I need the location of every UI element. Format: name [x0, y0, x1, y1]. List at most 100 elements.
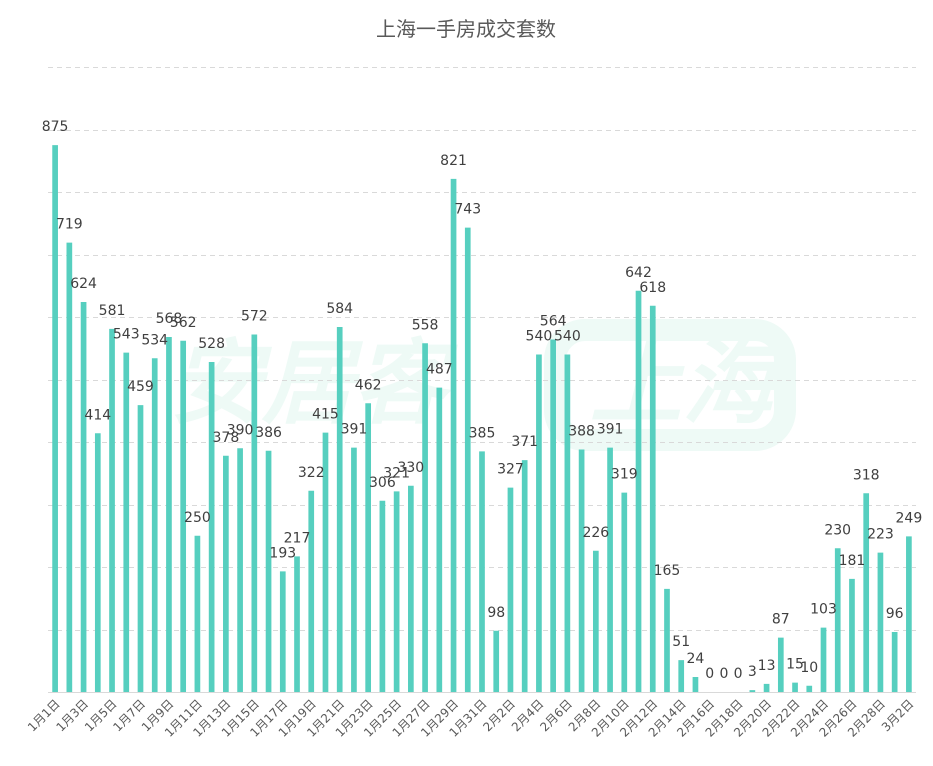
value-label: 181	[839, 553, 866, 569]
bar-1月11日	[194, 535, 201, 692]
value-label: 321	[383, 465, 410, 481]
bar-1月6日	[123, 352, 130, 693]
value-label: 564	[540, 314, 567, 330]
bar-2月10日	[621, 492, 628, 693]
watermark-region-text: 上海	[590, 330, 787, 437]
value-label: 572	[241, 309, 268, 325]
bar-2月12日	[649, 305, 656, 692]
bar-2月24日	[820, 627, 827, 693]
bar-2月25日	[834, 548, 841, 692]
value-label: 3	[748, 664, 757, 680]
value-label: 51	[672, 634, 690, 650]
value-label: 0	[705, 666, 714, 682]
value-label: 96	[886, 606, 904, 622]
bar-2月5日	[550, 339, 556, 692]
value-label: 386	[255, 425, 282, 441]
value-label: 581	[99, 303, 126, 319]
bar-2月26日	[849, 578, 855, 693]
chart-title: 上海一手房成交套数	[376, 17, 556, 41]
value-label: 584	[326, 301, 353, 317]
value-label: 193	[269, 545, 296, 561]
value-label: 821	[440, 153, 467, 169]
value-label: 217	[284, 530, 311, 546]
x-tick-labels: 1月1日1月3日1月5日1月7日1月9日1月11日1月13日1月15日1月17日…	[25, 697, 916, 740]
bar-1月25日	[393, 491, 400, 693]
bar-3月2日	[906, 536, 912, 693]
bar-1月5日	[109, 328, 115, 693]
bar-2月22日	[792, 682, 798, 693]
value-label: 391	[597, 422, 624, 438]
value-label: 568	[156, 311, 183, 327]
value-label: 0	[734, 666, 743, 682]
bar-1月4日	[94, 433, 101, 692]
value-label: 487	[426, 362, 453, 378]
value-label: 165	[654, 563, 681, 579]
value-label: 98	[487, 605, 505, 621]
bar-1月19日	[308, 490, 315, 692]
value-label: 415	[312, 407, 339, 423]
value-label: 327	[497, 462, 524, 478]
watermark: 安居客 上海	[170, 319, 796, 451]
bar-1月21日	[336, 327, 343, 692]
value-label: 875	[42, 119, 69, 135]
value-label: 459	[127, 379, 154, 395]
value-label: 10	[800, 660, 818, 676]
value-label: 226	[582, 525, 609, 541]
bar-1月12日	[208, 362, 215, 692]
bar-1月29日	[450, 178, 457, 693]
value-label: 319	[611, 467, 638, 483]
bar-1月7日	[137, 405, 144, 693]
bar-1月1日	[52, 145, 58, 693]
bar-1月13日	[223, 455, 229, 692]
bar-2月13日	[664, 588, 670, 693]
bar-1月17日	[279, 571, 286, 693]
value-label: 103	[810, 602, 837, 618]
value-label: 543	[113, 327, 140, 343]
bar-2月27日	[863, 493, 870, 692]
bar-1月3日	[80, 302, 87, 692]
bar-1月30日	[464, 227, 471, 693]
bar-1月26日	[408, 485, 414, 692]
value-label: 322	[298, 465, 325, 481]
value-label: 249	[896, 510, 923, 526]
bar-2月3日	[521, 460, 528, 693]
bar-1月8日	[151, 358, 158, 692]
value-label: 719	[56, 217, 83, 233]
value-label: 743	[454, 202, 481, 218]
value-label: 371	[511, 434, 538, 450]
bar-2月4日	[536, 354, 542, 692]
bar-2月20日	[763, 683, 770, 693]
bar-1月16日	[265, 450, 272, 692]
bar-1月22日	[351, 447, 357, 693]
value-label: 378	[213, 430, 240, 446]
bar-2月23日	[806, 685, 813, 692]
bar-1月2日	[66, 242, 73, 693]
bar-2月28日	[877, 552, 884, 693]
value-label: 250	[184, 510, 211, 526]
bar-1月27日	[422, 343, 428, 692]
value-label: 391	[341, 422, 368, 438]
bar-2月15日	[692, 677, 699, 692]
bar-1月15日	[251, 334, 258, 692]
bar-1月14日	[237, 448, 243, 692]
value-label: 534	[141, 332, 168, 348]
value-label: 540	[526, 329, 553, 345]
value-label: 330	[397, 460, 424, 476]
value-label: 15	[786, 657, 804, 673]
bar-2月19日	[749, 690, 756, 693]
bar-2月1日	[493, 630, 500, 692]
bar-1月24日	[379, 500, 386, 692]
bar-1月18日	[294, 556, 300, 693]
bar-1月31日	[479, 451, 485, 693]
value-label: 558	[412, 317, 439, 333]
value-label: 462	[355, 377, 382, 393]
bar-1月28日	[436, 387, 443, 693]
value-label: 618	[639, 280, 666, 296]
value-label: 642	[625, 265, 652, 281]
bar-2月2日	[507, 487, 514, 693]
bar-3月1日	[891, 632, 898, 692]
bar-1月23日	[365, 403, 372, 692]
value-label: 388	[568, 424, 595, 440]
